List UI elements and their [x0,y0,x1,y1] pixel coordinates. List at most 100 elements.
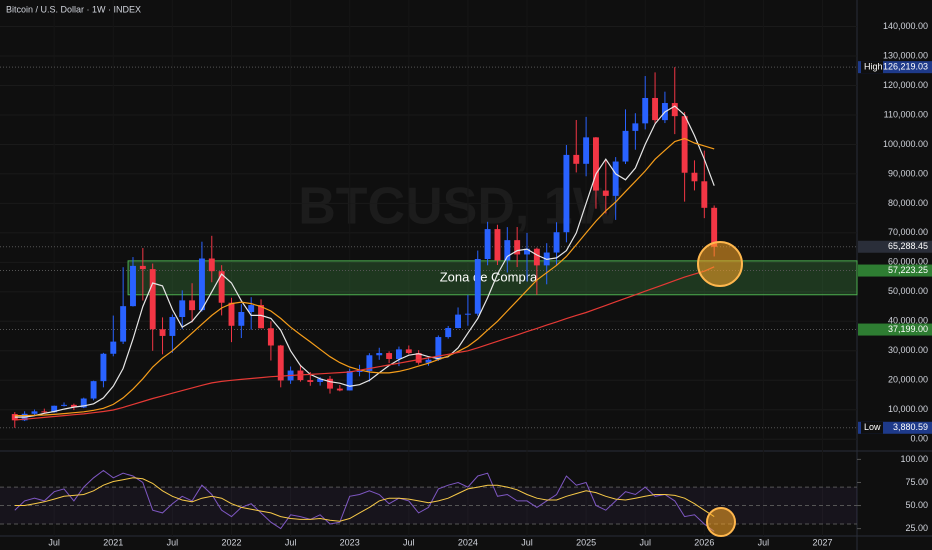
candle-body [238,311,245,326]
candle-body [405,349,412,354]
level-name-tag [861,421,883,434]
moving-average [14,105,715,418]
highlight-circle [697,241,743,287]
candle-body [376,353,383,356]
y-tick-label: 20,000.00 [888,375,928,385]
rsi-line [14,477,715,522]
y-tick-label: 120,000.00 [883,80,928,90]
candle-body [701,181,708,208]
x-tick-label: 2022 [221,537,241,547]
candle-body [130,265,136,307]
candle-body [455,314,462,329]
candle-body [41,411,48,413]
x-tick-label: 2026 [694,537,714,547]
candle-body [652,97,659,121]
candle-body [671,103,678,117]
candle-body [51,405,58,413]
candle-body [622,130,629,162]
candle-body [484,229,491,260]
level-label: 65,288.45 [888,241,928,251]
x-tick-label: Jul [758,537,770,547]
candle-body [612,161,619,196]
candle-body [474,259,481,314]
candle-body [711,207,718,247]
x-tick-label: Jul [403,537,415,547]
candle-body [277,345,284,381]
rsi-tick-label: 75.00 [905,477,928,487]
candle-body [632,123,639,131]
candle-body [435,337,442,360]
candle-body [100,353,107,382]
chart-title: Bitcoin / U.S. Dollar · 1W · INDEX [6,4,141,14]
candle-body [327,378,333,389]
x-tick-label: Jul [48,537,60,547]
candle-body [553,232,560,253]
rsi-tick-label: 50.00 [905,500,928,510]
rsi-tick-label: 100.00 [900,454,928,464]
moving-average [14,137,715,417]
candle-body [602,190,609,196]
candle-body [681,116,688,173]
candle-body [583,137,590,164]
level-tag [858,240,932,253]
level-label: 57,223.25 [888,265,928,275]
candle-body [425,359,432,363]
candle-body [70,404,77,408]
x-tick-label: 2024 [458,537,478,547]
level-name: Low [864,422,881,432]
candle-body [307,380,314,382]
level-name-tag [861,61,883,74]
candle-body [514,240,521,255]
y-tick-label: 50,000.00 [888,286,928,296]
candle-body [386,353,393,359]
x-tick-label: 2021 [103,537,123,547]
x-tick-label: Jul [521,537,533,547]
candle-body [494,229,501,261]
level-tag [858,323,932,336]
candle-body [11,414,18,421]
zone-label: Zona de Compra [440,269,538,284]
moving-average [14,266,715,421]
candle-body [593,137,599,191]
candle-body [691,172,698,182]
level-tag [858,264,932,277]
candle-body [395,349,402,359]
x-tick-label: Jul [285,537,297,547]
y-tick-label: 10,000.00 [888,404,928,414]
y-tick-label: 110,000.00 [884,109,928,119]
level-label: 3,880.59 [893,422,928,432]
candle-body [258,305,264,329]
level-label: 37,199.00 [888,324,928,334]
watermark: BTCUSD, 1W [298,178,622,236]
rsi-tick-label: 25.00 [905,523,928,533]
candle-body [159,329,166,336]
candle-body [415,353,422,363]
candle-body [504,240,511,261]
candle-body [169,316,176,336]
candle-body [31,411,38,414]
candle-body [80,398,87,408]
y-tick-label: 0.00 [910,434,928,444]
candle-body [346,371,353,391]
candle-body [139,265,146,270]
candle-body [208,258,215,272]
y-tick-label: 80,000.00 [888,198,928,208]
candle-body [573,154,580,164]
candle-body [228,302,235,326]
candle-body [464,313,471,315]
y-tick-label: 100,000.00 [883,139,928,149]
x-tick-label: Jul [639,537,651,547]
candle-body [445,328,452,338]
x-tick-label: 2025 [576,537,596,547]
x-tick-label: 2023 [340,537,360,547]
candle-body [563,154,570,233]
rsi-highlight-circle [706,507,736,537]
y-tick-label: 140,000.00 [883,21,928,31]
y-tick-label: 60,000.00 [888,257,928,267]
candle-body [267,328,274,346]
y-tick-label: 40,000.00 [888,316,928,326]
candle-body [336,388,343,391]
candle-body [179,300,186,317]
x-tick-label: Jul [167,537,179,547]
